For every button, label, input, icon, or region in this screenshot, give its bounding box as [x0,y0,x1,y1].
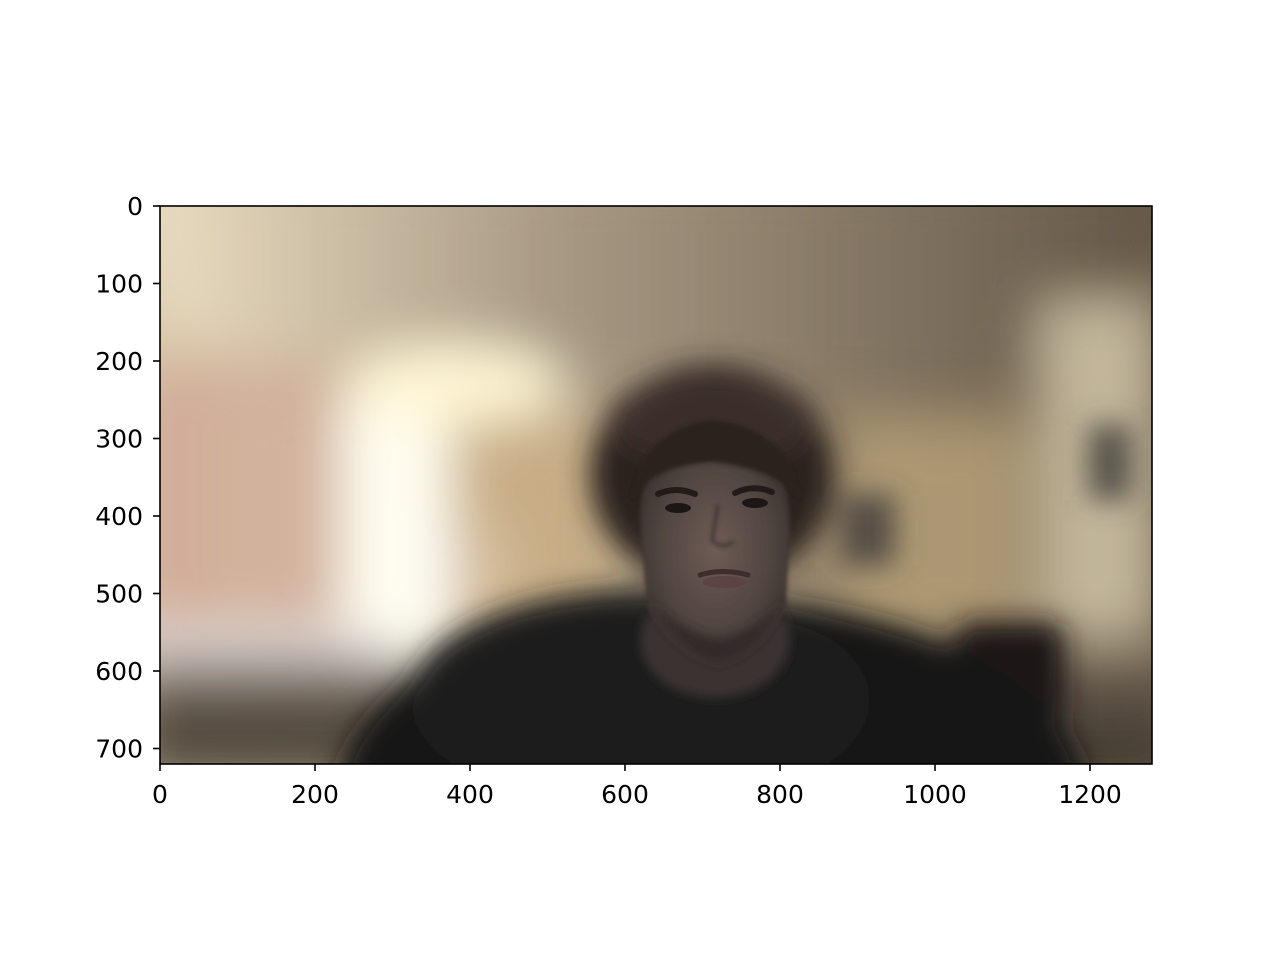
x-tick-label: 200 [291,780,339,809]
image-content [160,206,1152,764]
x-tick-label: 600 [601,780,649,809]
y-tick-label: 500 [95,580,143,609]
x-tick-label: 400 [446,780,494,809]
y-tick-label: 100 [95,270,143,299]
x-tick-label: 0 [152,780,168,809]
y-tick-label: 300 [95,425,143,454]
y-tick-label: 700 [95,735,143,764]
x-tick-label: 800 [756,780,804,809]
axes-frame [159,205,1153,765]
y-tick-label: 600 [95,657,143,686]
x-tick-label: 1200 [1058,780,1122,809]
y-tick-label: 400 [95,502,143,531]
y-tick-label: 0 [127,192,143,221]
x-tick-label: 1000 [903,780,967,809]
y-axis: 0 100 200 300 400 500 600 700 [95,192,160,764]
y-tick-label: 200 [95,347,143,376]
x-axis: 0 200 400 600 800 1000 1200 [152,764,1122,809]
